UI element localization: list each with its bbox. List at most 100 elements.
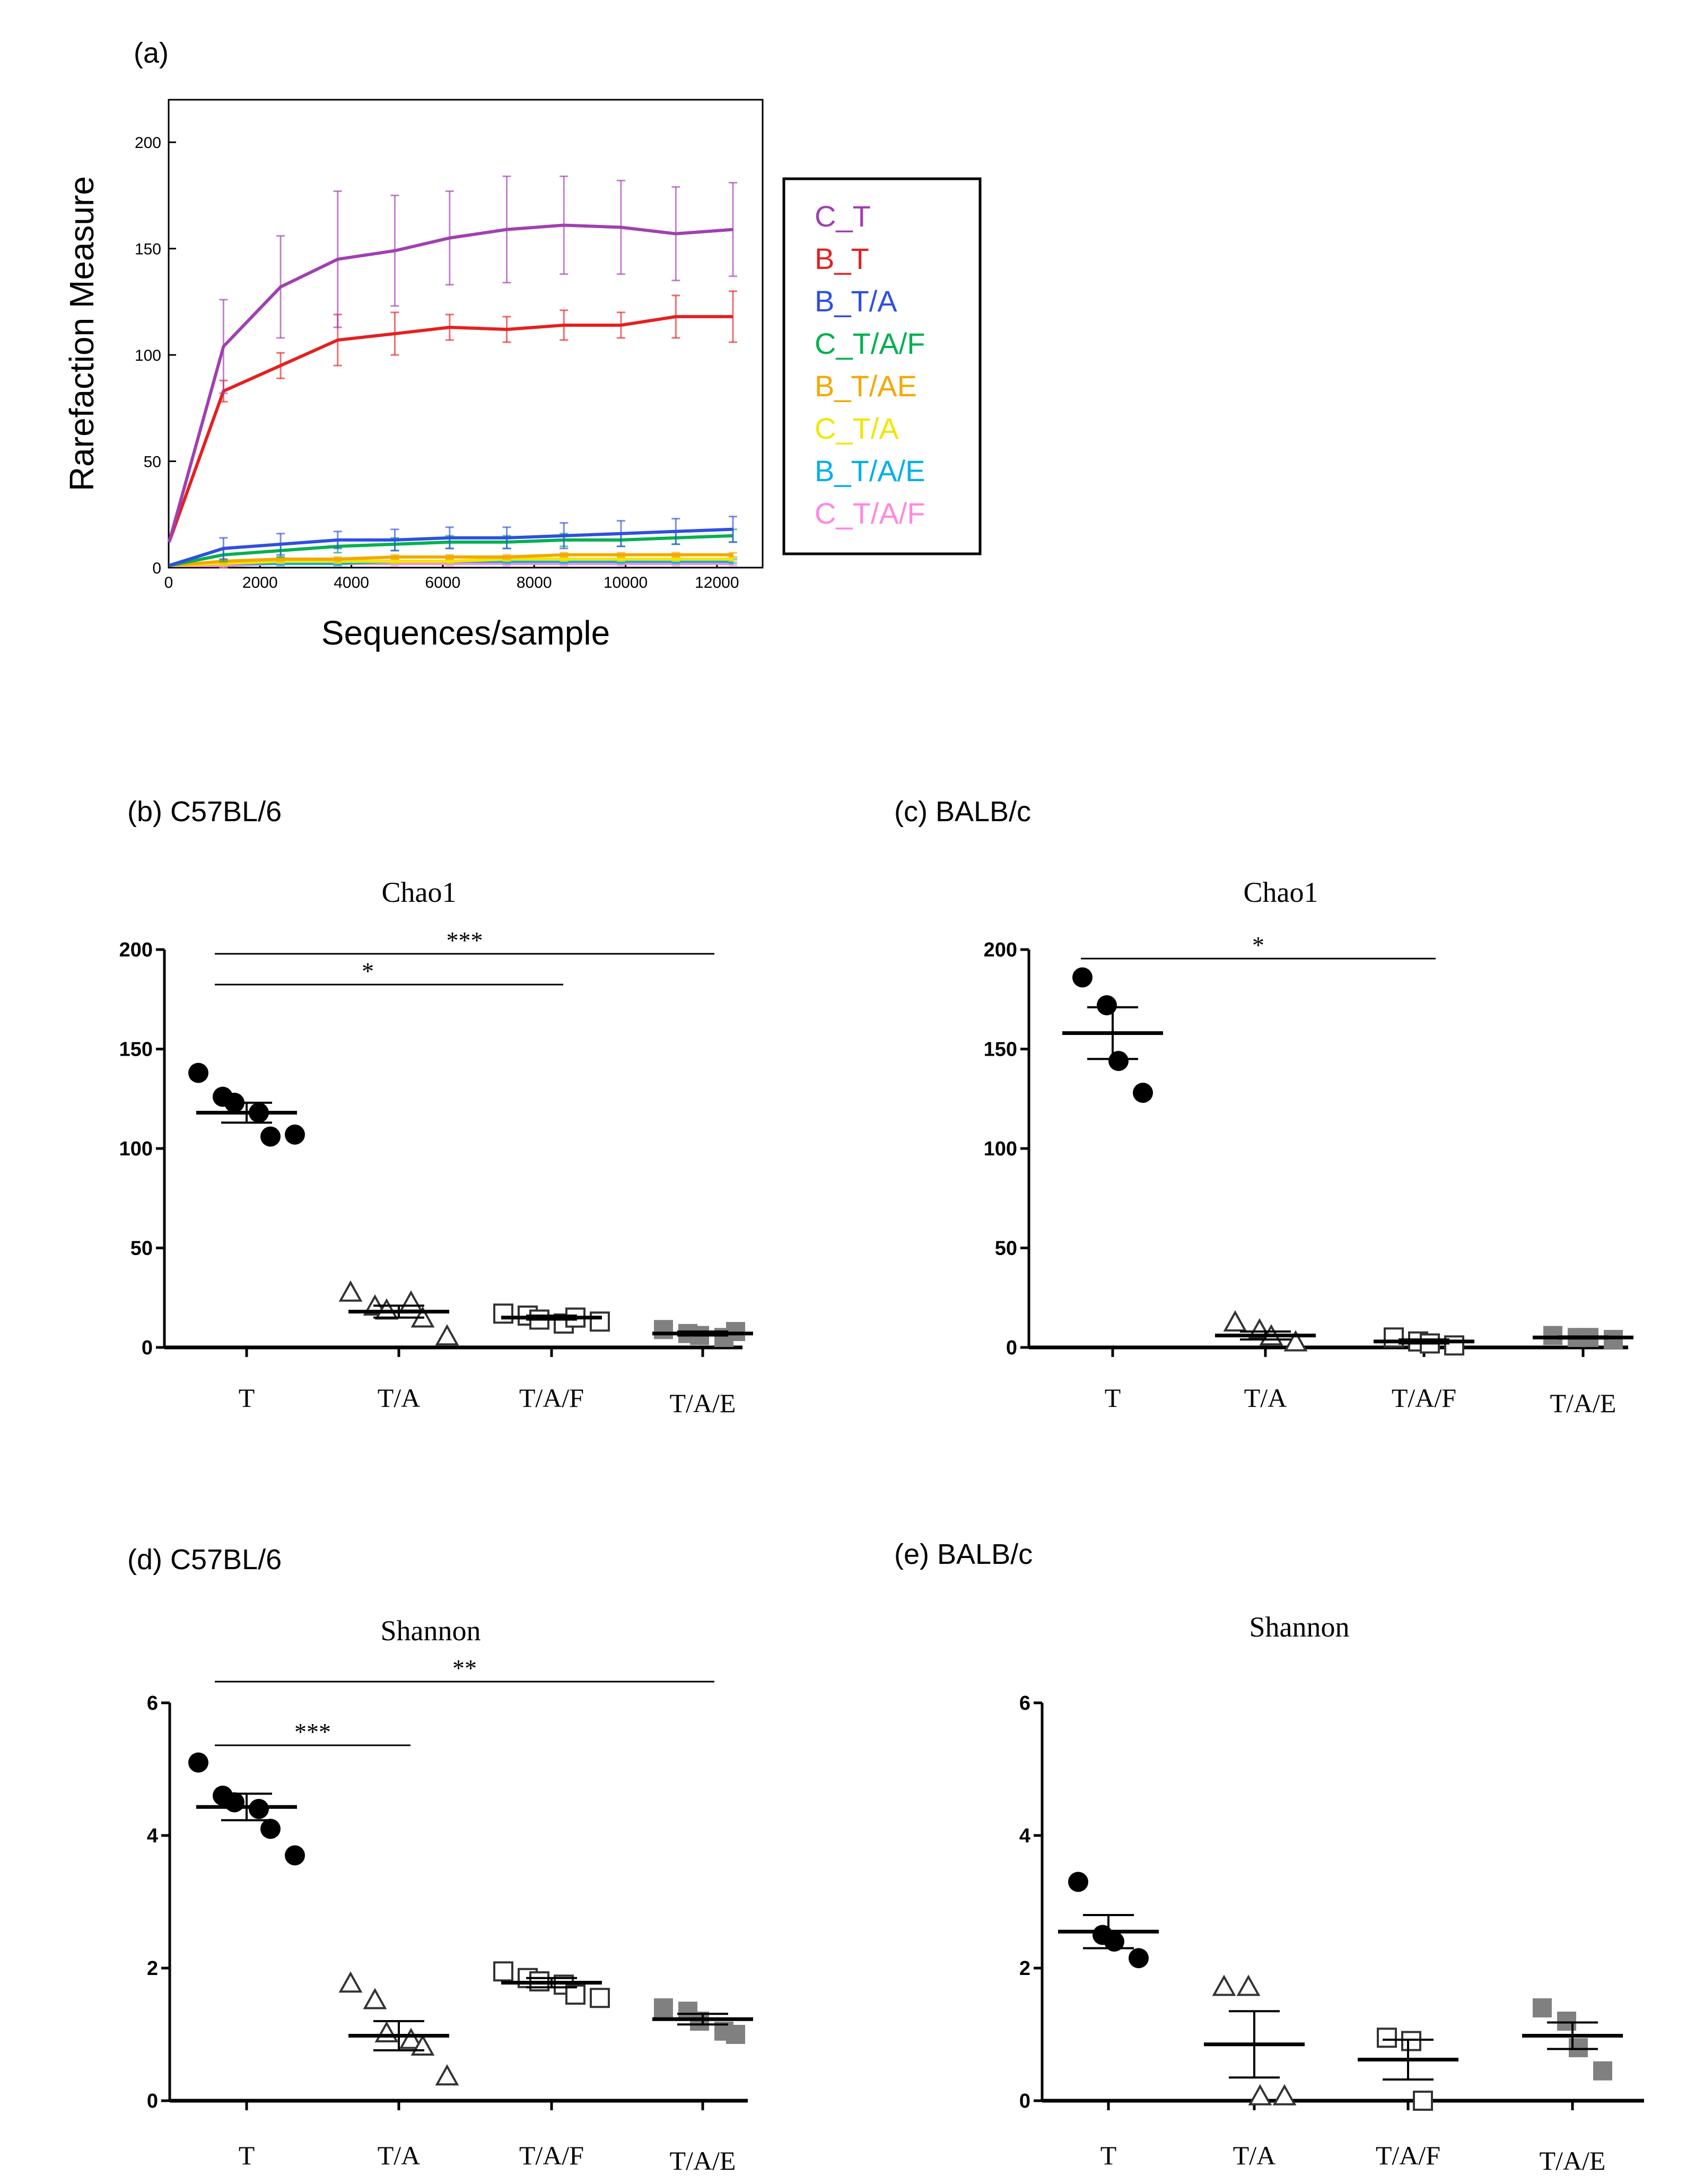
y-tick-label: 0 (142, 1337, 153, 1359)
group-t-a-f (1358, 2028, 1458, 2111)
data-point (249, 1799, 269, 1819)
data-point (224, 1792, 244, 1813)
y-tick-label: 0 (1019, 2090, 1030, 2112)
data-point (260, 1126, 281, 1147)
group-t (188, 1752, 305, 1866)
data-point (493, 1961, 513, 1982)
data-point (1212, 1974, 1236, 1996)
x-tick-label: 0 (164, 574, 173, 591)
data-point (1129, 1948, 1149, 1969)
data-point (1248, 2084, 1272, 2105)
legend-entry: B_T (815, 242, 869, 275)
panel-label: (c) BALB/c (894, 796, 1031, 828)
legend-entry: C_T/A/F (815, 327, 925, 360)
y-tick-label: 200 (984, 939, 1017, 961)
significance-label: * (1252, 932, 1264, 959)
panel-label: (d) C57BL/6 (127, 1544, 282, 1576)
significance-label: * (362, 958, 374, 985)
group-t-a-e (1533, 1326, 1633, 1349)
legend-entry: C_T (815, 199, 871, 233)
data-point (1283, 1330, 1308, 1352)
chart-title: Chao1 (382, 876, 457, 908)
y-tick-label: 0 (152, 560, 161, 577)
x-tick-label: T/A (378, 1383, 421, 1413)
data-point (1133, 1083, 1153, 1103)
data-point (1072, 967, 1093, 988)
data-point (590, 1988, 610, 2008)
legend-entry: C_T/A (815, 412, 899, 445)
data-point (338, 1280, 363, 1302)
data-point (285, 1124, 305, 1145)
data-point (726, 2025, 745, 2044)
data-point (399, 2028, 423, 2049)
significance-label: ** (452, 1655, 477, 1682)
data-point (374, 2021, 399, 2042)
series-c-t (168, 175, 737, 543)
data-point (188, 1063, 208, 1083)
group-t-a-e (1522, 1998, 1623, 2081)
group-t-a (338, 1971, 459, 2086)
x-tick-label: T (239, 1383, 255, 1413)
series-b-t-a (169, 516, 737, 567)
panel-a-label: (a) (134, 37, 169, 69)
series-line (169, 553, 733, 567)
legend-box (782, 177, 982, 555)
group-t (1058, 1872, 1159, 1969)
y-tick-label: 4 (1019, 1825, 1030, 1847)
data-point (1068, 1872, 1088, 1892)
y-tick-label: 200 (119, 939, 153, 961)
y-tick-label: 0 (147, 2090, 158, 2112)
x-tick-label: 8000 (517, 574, 552, 591)
group-t-a-e (652, 1320, 753, 1347)
x-tick-label: T/A (1244, 1383, 1287, 1413)
data-point (285, 1845, 305, 1866)
data-point (1108, 1051, 1129, 1071)
x-tick-label: T/A/E (670, 1388, 736, 1418)
chart-title: Shannon (381, 1615, 481, 1647)
y-tick-label: 100 (119, 1138, 153, 1160)
y-tick-label: 200 (135, 134, 161, 152)
x-tick-label: 2000 (242, 574, 278, 591)
x-tick-label: T/A/F (519, 1383, 584, 1413)
x-tick-label: T/A/E (670, 2146, 736, 2176)
y-tick-label: 100 (984, 1138, 1017, 1160)
significance-label: *** (447, 927, 483, 954)
data-point (1097, 995, 1117, 1015)
shannon-balbc-chart: (e) BALB/c Shannon 0 2 4 6 T T/A T/A/F T/A/E (894, 1538, 1644, 2176)
y-tick-label: 150 (984, 1039, 1017, 1061)
data-point (435, 2064, 459, 2086)
x-tick-label: T/A (378, 2141, 421, 2170)
data-point (260, 1818, 281, 1839)
data-point (399, 1290, 423, 1312)
data-point (1272, 2084, 1297, 2105)
y-tick-label: 4 (147, 1825, 158, 1847)
y-tick-label: 150 (119, 1039, 153, 1061)
data-point (1401, 2031, 1421, 2051)
data-point (188, 1752, 208, 1773)
data-point (363, 1988, 387, 2009)
y-tick-label: 100 (135, 347, 161, 364)
x-tick-label: T/A/F (1392, 1383, 1456, 1413)
y-tick-label: 6 (147, 1692, 158, 1715)
y-axis-label: Rarefaction Measure (63, 176, 101, 491)
group-t-a (1215, 1310, 1316, 1352)
series-b-t-ae (169, 552, 737, 567)
series-line (168, 223, 733, 543)
group-t-a-e (652, 1998, 753, 2044)
significance-label: *** (294, 1718, 331, 1745)
y-tick-label: 2 (147, 1957, 158, 1980)
data-point (1413, 2091, 1433, 2111)
data-point (654, 1320, 673, 1339)
legend-entry: B_T/AE (815, 369, 917, 403)
group-t-a (338, 1280, 459, 1346)
y-tick-label: 6 (1019, 1692, 1030, 1715)
data-point (1377, 2028, 1397, 2048)
y-tick-label: 0 (1006, 1337, 1017, 1359)
data-point (435, 1324, 459, 1346)
chao1-c57bl6-chart: (b) C57BL/6 Chao1 0 50 100 150 200 T T/A T/A/F T/A… (119, 796, 753, 1418)
y-tick-label: 150 (135, 241, 161, 258)
y-tick-label: 50 (130, 1238, 153, 1260)
data-point (565, 1985, 586, 2005)
panel-label: (e) BALB/c (894, 1538, 1033, 1570)
